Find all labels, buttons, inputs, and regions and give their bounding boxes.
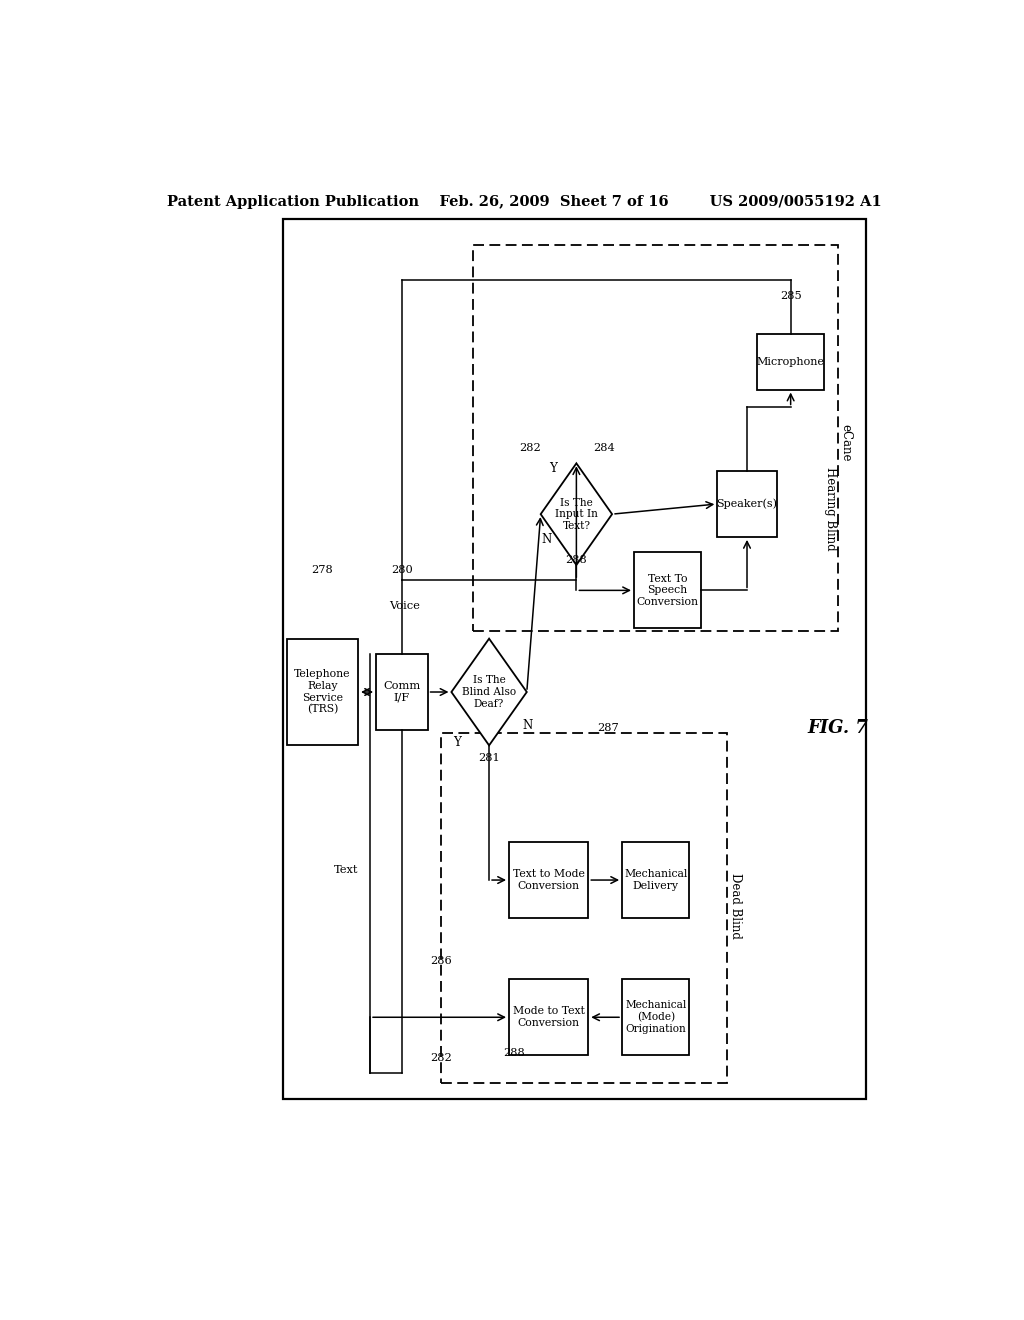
Text: Y: Y xyxy=(549,462,556,475)
Text: 284: 284 xyxy=(593,444,615,453)
Text: Telephone
Relay
Service
(TRS): Telephone Relay Service (TRS) xyxy=(294,669,350,714)
Text: Mechanical
Delivery: Mechanical Delivery xyxy=(624,870,687,891)
Text: 281: 281 xyxy=(478,754,500,763)
FancyBboxPatch shape xyxy=(622,842,689,919)
FancyBboxPatch shape xyxy=(376,653,428,730)
Text: Mechanical
(Mode)
Origination: Mechanical (Mode) Origination xyxy=(625,1001,686,1034)
FancyBboxPatch shape xyxy=(757,334,824,389)
Text: Is The
Blind Also
Deaf?: Is The Blind Also Deaf? xyxy=(462,676,516,709)
Text: N: N xyxy=(542,533,552,546)
Text: 287: 287 xyxy=(597,722,618,733)
Text: 288: 288 xyxy=(504,1048,525,1057)
Text: 280: 280 xyxy=(391,565,413,576)
Polygon shape xyxy=(452,639,526,746)
Text: N: N xyxy=(523,719,534,733)
FancyBboxPatch shape xyxy=(287,639,358,746)
Text: Is The
Input In
Text?: Is The Input In Text? xyxy=(555,498,598,531)
Text: Voice: Voice xyxy=(389,601,420,611)
Text: Text to Mode
Conversion: Text to Mode Conversion xyxy=(513,870,585,891)
FancyBboxPatch shape xyxy=(622,979,689,1056)
FancyBboxPatch shape xyxy=(717,471,777,537)
Text: Microphone: Microphone xyxy=(757,356,824,367)
Text: eCane: eCane xyxy=(840,424,853,462)
Text: Hearing Blind: Hearing Blind xyxy=(824,467,837,550)
Text: 282: 282 xyxy=(431,1053,453,1063)
Text: 288: 288 xyxy=(565,554,587,565)
Text: Speaker(s): Speaker(s) xyxy=(717,499,777,510)
FancyBboxPatch shape xyxy=(509,979,588,1056)
Text: 286: 286 xyxy=(431,957,453,966)
FancyBboxPatch shape xyxy=(634,552,701,628)
Polygon shape xyxy=(541,463,612,565)
Text: 278: 278 xyxy=(311,565,333,576)
Text: 282: 282 xyxy=(519,444,542,453)
Text: Patent Application Publication    Feb. 26, 2009  Sheet 7 of 16        US 2009/00: Patent Application Publication Feb. 26, … xyxy=(168,195,882,209)
Text: Text To
Speech
Conversion: Text To Speech Conversion xyxy=(637,574,698,607)
FancyBboxPatch shape xyxy=(509,842,588,919)
FancyBboxPatch shape xyxy=(283,219,866,1098)
Text: Text: Text xyxy=(334,865,358,875)
Text: Dead Blind: Dead Blind xyxy=(729,873,741,939)
Text: 285: 285 xyxy=(780,290,802,301)
Text: FIG. 7: FIG. 7 xyxy=(808,718,868,737)
Text: Mode to Text
Conversion: Mode to Text Conversion xyxy=(513,1006,585,1028)
Text: Comm
I/F: Comm I/F xyxy=(383,681,421,702)
Text: Y: Y xyxy=(454,737,461,750)
